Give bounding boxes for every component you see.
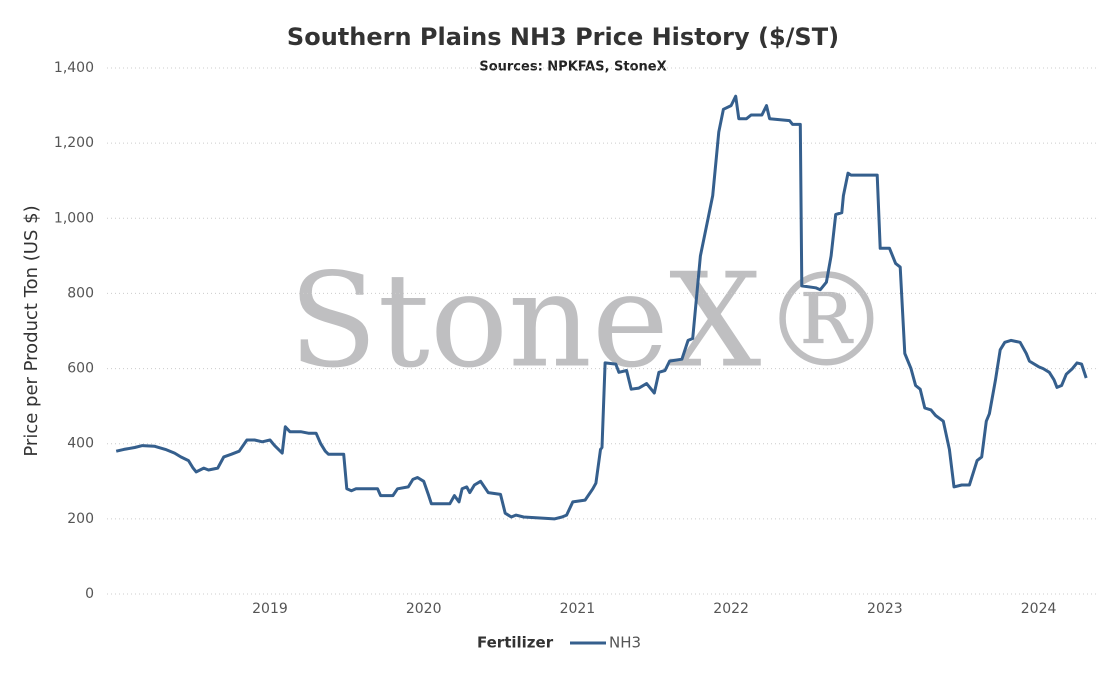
x-tick-label: 2024: [1021, 601, 1057, 617]
y-tick-label: 1,000: [54, 210, 94, 226]
x-tick-label: 2022: [713, 601, 749, 617]
y-tick-label: 0: [85, 586, 94, 602]
y-tick-label: 400: [67, 436, 94, 452]
x-tick-label: 2020: [406, 601, 442, 617]
x-tick-label: 2019: [252, 601, 288, 617]
y-tick-label: 1,400: [54, 60, 94, 76]
y-tick-label: 1,200: [54, 135, 94, 151]
legend-label: NH3: [609, 634, 641, 652]
x-tick-label: 2023: [867, 601, 903, 617]
chart-subtitle: Sources: NPKFAS, StoneX: [479, 60, 666, 75]
y-axis-title: Price per Product Ton (US $): [21, 205, 42, 456]
y-tick-label: 800: [67, 285, 94, 301]
watermark: StoneX®: [289, 245, 892, 397]
x-tick-label: 2021: [560, 601, 596, 617]
legend: Fertilizer NH3: [477, 634, 641, 652]
data-line: [115, 94, 1088, 521]
legend-title: Fertilizer: [477, 634, 554, 652]
chart-title: Southern Plains NH3 Price History ($/ST): [287, 23, 839, 51]
y-tick-label: 600: [67, 361, 94, 377]
y-tick-label: 200: [67, 511, 94, 527]
